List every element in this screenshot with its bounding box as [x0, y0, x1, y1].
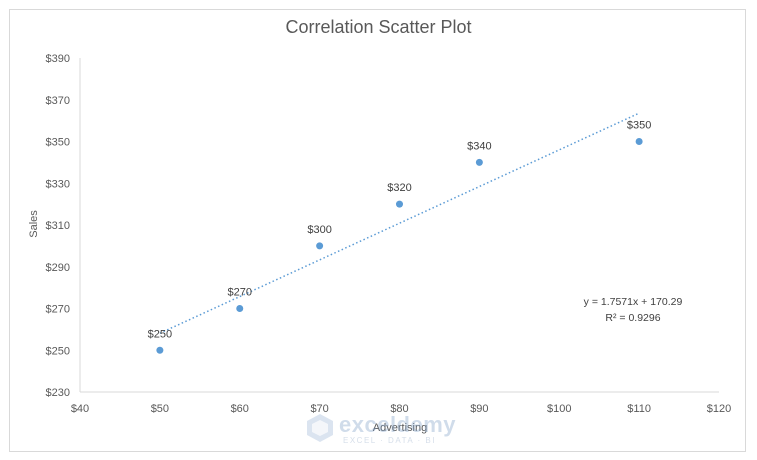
x-tick-label: $90	[470, 403, 488, 415]
x-tick-label: $120	[707, 403, 731, 415]
x-axis-title: Advertising	[373, 422, 427, 434]
watermark-tagline: EXCEL · DATA · BI	[343, 436, 436, 445]
scatter-point	[316, 242, 324, 250]
trendline-r-squared: R² = 0.9296	[605, 312, 660, 324]
y-tick-label: $290	[46, 262, 70, 274]
data-label: $340	[467, 140, 491, 152]
x-tick-label: $80	[390, 403, 408, 415]
watermark-logo: exceldemy EXCEL · DATA · BI	[305, 412, 457, 446]
y-tick-label: $310	[46, 220, 70, 232]
trendline-equation: y = 1.7571x + 170.29	[584, 296, 683, 308]
scatter-point	[156, 346, 164, 354]
chart-title: Correlation Scatter Plot	[285, 17, 472, 37]
data-label: $300	[307, 224, 331, 236]
data-label: $270	[228, 287, 252, 299]
trendline-group	[159, 112, 640, 334]
x-tick-label: $40	[71, 403, 89, 415]
data-points	[156, 138, 643, 354]
chart-area	[9, 9, 746, 452]
plot-axes: $40 $50 $60 $70 $80 $90 $100 $110 $120$230$250$2…	[46, 53, 732, 415]
y-axis-title: Sales	[28, 210, 40, 238]
data-label: $320	[387, 182, 411, 194]
y-tick-label: $230	[46, 387, 70, 399]
x-tick-label: $100	[547, 403, 571, 415]
trendline	[159, 112, 640, 334]
x-tick-label: $70	[310, 403, 328, 415]
data-label: $250	[148, 328, 172, 340]
scatter-point	[475, 158, 483, 166]
y-tick-label: $330	[46, 178, 70, 190]
x-tick-label: $50	[151, 403, 169, 415]
exceldemy-logo-icon	[307, 414, 333, 442]
scatter-point	[236, 305, 244, 312]
data-label: $350	[627, 120, 651, 132]
y-tick-label: $370	[46, 95, 70, 107]
data-labels: $250 $270 $300 $320 $340 $350	[148, 120, 652, 341]
scatter-point	[635, 138, 643, 145]
watermark-name: exceldemy	[339, 412, 457, 437]
y-tick-label: $390	[46, 53, 70, 65]
y-tick-label: $250	[46, 345, 70, 357]
y-tick-label: $350	[46, 137, 70, 149]
x-tick-label: $110	[627, 403, 651, 415]
y-tick-label: $270	[46, 304, 70, 316]
scatter-point	[396, 200, 403, 208]
x-tick-label: $60	[231, 403, 249, 415]
